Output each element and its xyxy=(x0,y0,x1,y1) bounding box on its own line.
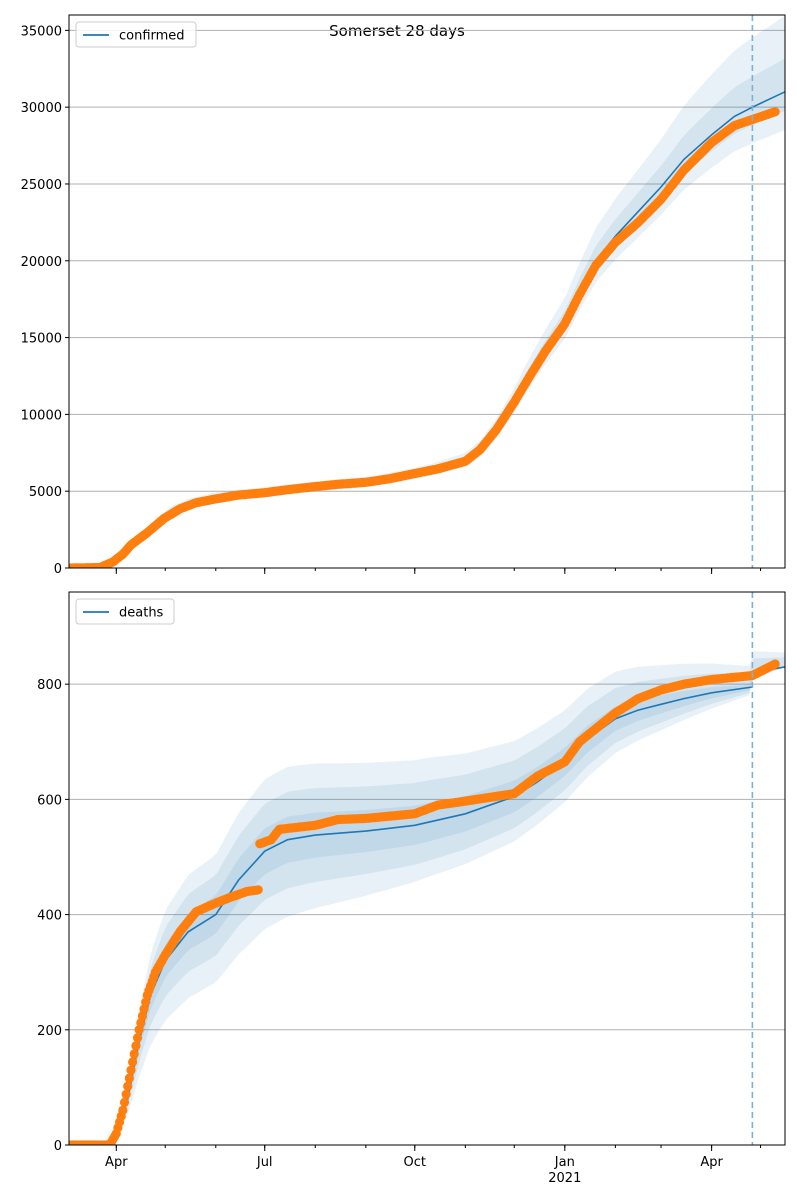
x-tick-label: Jul xyxy=(256,1155,273,1170)
y-tick-label: 400 xyxy=(37,909,62,924)
observed-point xyxy=(124,1073,134,1083)
axes-frame xyxy=(68,14,786,569)
axes-frame xyxy=(68,591,786,1146)
legend: deaths xyxy=(75,598,175,625)
observed-point xyxy=(123,1081,133,1091)
legend: confirmed xyxy=(75,21,197,48)
y-tick-label: 15000 xyxy=(21,332,62,347)
y-tick-label: 25000 xyxy=(21,178,62,193)
x-tick-label: Apr xyxy=(105,1155,128,1170)
x-tick-label: Apr xyxy=(700,1155,723,1170)
observed-point xyxy=(126,1065,136,1075)
observed-point xyxy=(136,1018,146,1028)
confirmed-panel: 0 5000 10000 15000 20000 25000 30000 35000 confi… xyxy=(21,14,786,577)
chart-title: Somerset 28 days xyxy=(329,22,465,40)
y-tick-label: 10000 xyxy=(21,408,62,423)
y-tick-label: 30000 xyxy=(21,101,62,116)
y-tick-label: 20000 xyxy=(21,255,62,270)
observed-point xyxy=(770,659,780,669)
observed-point xyxy=(134,1025,144,1035)
y-tick-label: 600 xyxy=(37,793,62,808)
legend-box xyxy=(75,21,197,48)
observed-point xyxy=(770,107,780,117)
x-tick-label: Oct xyxy=(404,1155,426,1170)
legend-label: confirmed xyxy=(119,29,185,44)
observed-point xyxy=(132,1033,143,1043)
observed-point xyxy=(121,1089,131,1099)
y-tick-label: 200 xyxy=(37,1024,62,1039)
uncertainty-band xyxy=(69,58,785,568)
y-tick-label: 35000 xyxy=(21,24,62,39)
legend-label: deaths xyxy=(119,606,164,621)
uncertainty-band xyxy=(69,15,785,568)
y-tick-label: 800 xyxy=(37,678,62,693)
observed-point xyxy=(119,1097,130,1107)
observed-point xyxy=(118,1105,128,1115)
y-tick-label: 0 xyxy=(54,1139,62,1154)
y-tick-label: 5000 xyxy=(29,485,62,500)
observed-point xyxy=(131,1041,141,1051)
plot-area xyxy=(69,651,785,1145)
observed-point xyxy=(139,1004,149,1014)
observed-point xyxy=(128,1057,138,1067)
observed-point xyxy=(141,997,151,1007)
x-tick-label: Jan xyxy=(554,1155,575,1170)
y-tick-label: 0 xyxy=(54,562,62,577)
x-tick-sublabel: 2021 xyxy=(548,1171,581,1186)
legend-box xyxy=(75,598,175,625)
observed-point xyxy=(253,885,263,895)
observed-point xyxy=(129,1049,139,1059)
observed-point xyxy=(137,1011,147,1021)
uncertainty-band xyxy=(69,651,785,1145)
plot-area xyxy=(69,15,785,568)
